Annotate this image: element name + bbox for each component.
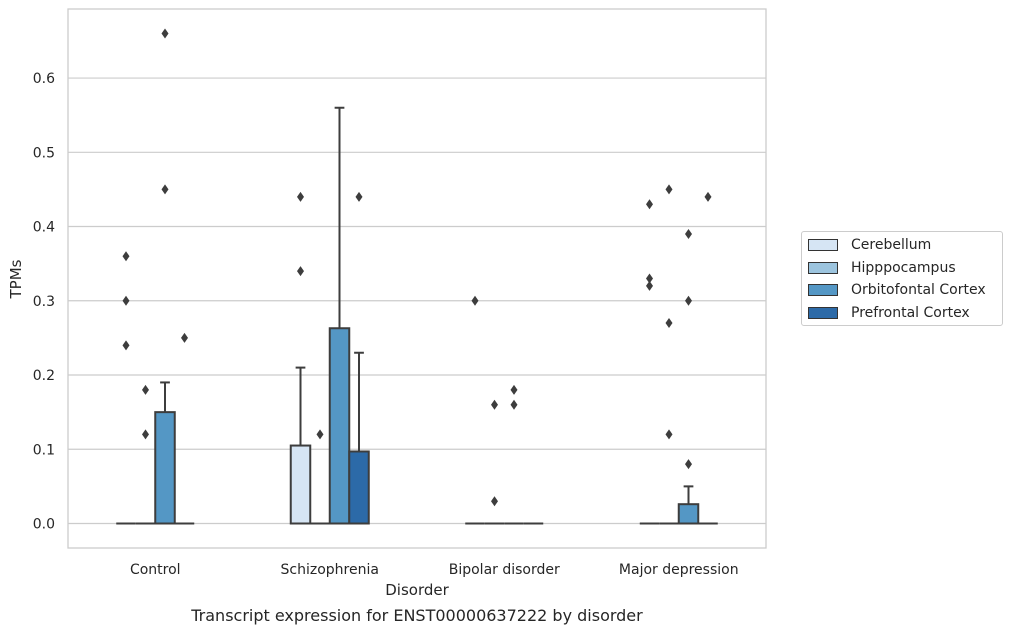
outlier-point <box>181 332 188 343</box>
box-group <box>289 191 312 525</box>
box <box>289 444 312 525</box>
box-group <box>698 191 718 525</box>
legend-swatch <box>808 239 838 251</box>
y-tick-label: 0.1 <box>33 442 55 458</box>
box-group <box>465 295 485 525</box>
chart-legend: Cerebellum Hipppocampus Orbitofontal Corte… <box>801 231 1003 326</box>
box-group <box>348 191 370 525</box>
box-group <box>135 384 156 525</box>
outlier-point <box>510 399 518 410</box>
plot-area <box>67 8 767 549</box>
legend-item: Cerebellum <box>808 236 931 254</box>
outlier-point <box>297 191 304 202</box>
outlier-point <box>685 228 692 239</box>
outlier-point <box>685 295 692 306</box>
legend-label: Hipppocampus <box>851 259 956 276</box>
outlier-point <box>646 199 653 210</box>
outlier-point <box>142 429 149 440</box>
outlier-point <box>704 191 712 202</box>
outlier-point <box>122 340 130 351</box>
tick-labels: 0.0 0.1 0.2 0.3 0.4 0.5 0.6 Control Schizophreni… <box>33 71 739 578</box>
box-marks <box>116 28 718 525</box>
y-tick-label: 0.5 <box>33 145 55 161</box>
box-group <box>659 184 679 525</box>
legend-swatch <box>808 306 838 319</box>
box-group <box>677 228 700 525</box>
box-group <box>116 251 136 525</box>
box-group <box>328 106 351 525</box>
y-tick-label: 0.4 <box>33 220 55 236</box>
outlier-point <box>122 251 130 262</box>
grid-lines <box>68 77 766 525</box>
legend-label: Cerebellum <box>851 237 932 253</box>
legend-label: Prefrontal Cortex <box>851 304 970 321</box>
box-group <box>174 332 195 525</box>
outlier-point <box>491 496 498 507</box>
legend-item: Orbitofontal Cortex <box>808 281 986 299</box>
x-tick-label: Major depression <box>619 562 739 578</box>
outlier-point <box>161 28 169 39</box>
outlier-point <box>142 384 149 395</box>
outlier-point <box>646 273 653 284</box>
y-tick-label: 0.0 <box>33 517 55 533</box>
legend-label: Orbitofontal Cortex <box>851 282 986 299</box>
box <box>328 327 351 525</box>
legend-swatch <box>808 284 838 297</box>
box-group <box>154 28 176 525</box>
y-tick-label: 0.6 <box>33 71 55 87</box>
x-tick-label: Control <box>130 562 181 578</box>
y-tick-label: 0.3 <box>33 294 55 310</box>
outlier-point <box>510 384 518 395</box>
legend-swatch <box>808 261 838 274</box>
x-tick-label: Bipolar disorder <box>449 562 560 578</box>
box-group <box>310 429 330 525</box>
outlier-point <box>316 429 324 440</box>
outlier-point <box>665 429 673 440</box>
box-group <box>504 384 524 525</box>
legend-item: Prefrontal Cortex <box>808 304 970 322</box>
legend-item: Hipppocampus <box>808 259 956 277</box>
outlier-point <box>471 295 479 306</box>
y-axis-label: TPMs <box>7 259 25 299</box>
figure-caption: Transcript expression for ENST0000063722… <box>191 606 643 625</box>
outlier-point <box>491 399 498 410</box>
outlier-point <box>297 266 304 277</box>
box <box>154 411 176 525</box>
outlier-point <box>355 191 363 202</box>
outlier-point <box>665 318 673 329</box>
outlier-point <box>685 459 692 470</box>
box <box>348 450 370 525</box>
x-tick-label: Schizophrenia <box>281 562 379 578</box>
box <box>677 503 700 525</box>
outlier-point <box>161 184 169 195</box>
outlier-point <box>646 280 653 291</box>
y-tick-label: 0.2 <box>33 368 55 384</box>
outlier-point <box>665 184 673 195</box>
outlier-point <box>122 295 130 306</box>
x-axis-label: Disorder <box>385 581 449 599</box>
box-group <box>484 399 505 525</box>
box-group <box>639 199 660 525</box>
